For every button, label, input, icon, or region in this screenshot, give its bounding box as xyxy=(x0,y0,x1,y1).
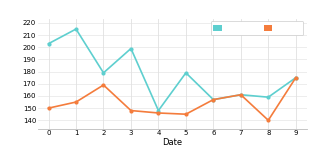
X Sony xyxy=(212,99,215,101)
X Sony xyxy=(266,119,270,121)
X Toshiba xyxy=(184,72,188,74)
Legend: X Toshiba, X Sony: X Toshiba, X Sony xyxy=(211,21,303,35)
X Sony xyxy=(294,77,298,79)
X Toshiba xyxy=(102,72,105,74)
X Toshiba xyxy=(47,43,50,45)
X Sony xyxy=(129,110,133,112)
X Toshiba xyxy=(74,28,78,30)
Line: X Sony: X Sony xyxy=(46,76,298,122)
X Toshiba xyxy=(129,47,133,49)
X Toshiba xyxy=(266,96,270,98)
X Sony xyxy=(239,94,243,96)
X Toshiba xyxy=(239,94,243,96)
X Toshiba xyxy=(156,110,160,112)
X Sony xyxy=(184,113,188,115)
X Sony xyxy=(74,101,78,103)
X Sony xyxy=(47,107,50,109)
Line: X Toshiba: X Toshiba xyxy=(46,27,298,113)
X Toshiba xyxy=(212,99,215,101)
X Sony xyxy=(102,84,105,86)
X Sony xyxy=(156,112,160,114)
X Toshiba xyxy=(294,77,298,79)
X-axis label: Date: Date xyxy=(162,138,182,147)
